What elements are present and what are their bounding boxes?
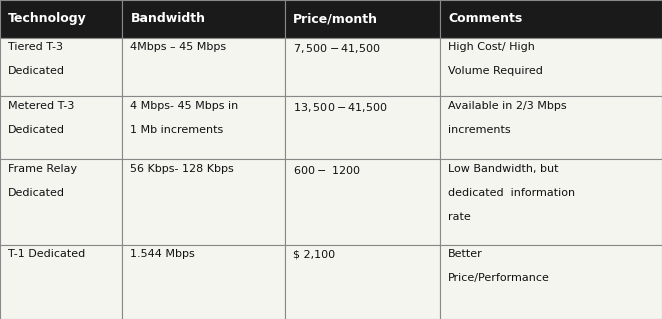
Text: Better
 
Price/Performance: Better Price/Performance: [448, 249, 550, 284]
Text: Frame Relay
 
Dedicated: Frame Relay Dedicated: [8, 164, 77, 198]
Bar: [285, 0, 440, 38]
Text: T-1 Dedicated: T-1 Dedicated: [8, 249, 85, 259]
Text: 56 Kbps- 128 Kbps: 56 Kbps- 128 Kbps: [130, 164, 234, 174]
Bar: [285, 159, 440, 245]
Text: High Cost/ High
 
Volume Required: High Cost/ High Volume Required: [448, 42, 543, 77]
Text: $ 2,100: $ 2,100: [293, 249, 335, 259]
Text: $7,500 - $41,500: $7,500 - $41,500: [293, 42, 381, 56]
Bar: [122, 38, 285, 96]
Bar: [122, 159, 285, 245]
Bar: [0, 38, 122, 96]
Bar: [0, 96, 122, 159]
Bar: [440, 159, 662, 245]
Text: Comments: Comments: [448, 12, 522, 25]
Bar: [440, 245, 662, 319]
Text: Metered T-3
 
Dedicated: Metered T-3 Dedicated: [8, 101, 74, 135]
Bar: [440, 0, 662, 38]
Text: Low Bandwidth, but
 
dedicated  information
 
rate: Low Bandwidth, but dedicated information…: [448, 164, 575, 222]
Bar: [285, 96, 440, 159]
Text: Available in 2/3 Mbps
 
increments: Available in 2/3 Mbps increments: [448, 101, 567, 135]
Bar: [0, 0, 122, 38]
Text: Price/month: Price/month: [293, 12, 377, 25]
Text: $13,500 - $41,500: $13,500 - $41,500: [293, 101, 387, 114]
Text: Bandwidth: Bandwidth: [130, 12, 205, 25]
Bar: [0, 159, 122, 245]
Bar: [122, 96, 285, 159]
Text: 4Mbps – 45 Mbps: 4Mbps – 45 Mbps: [130, 42, 226, 52]
Bar: [122, 0, 285, 38]
Text: Technology: Technology: [8, 12, 87, 25]
Bar: [0, 245, 122, 319]
Bar: [285, 245, 440, 319]
Bar: [285, 38, 440, 96]
Text: 4 Mbps- 45 Mbps in
 
1 Mb increments: 4 Mbps- 45 Mbps in 1 Mb increments: [130, 101, 239, 135]
Bar: [440, 38, 662, 96]
Bar: [122, 245, 285, 319]
Text: $ 600 - $ 1200: $ 600 - $ 1200: [293, 164, 361, 176]
Text: Tiered T-3
 
Dedicated: Tiered T-3 Dedicated: [8, 42, 65, 77]
Text: 1.544 Mbps: 1.544 Mbps: [130, 249, 195, 259]
Bar: [440, 96, 662, 159]
